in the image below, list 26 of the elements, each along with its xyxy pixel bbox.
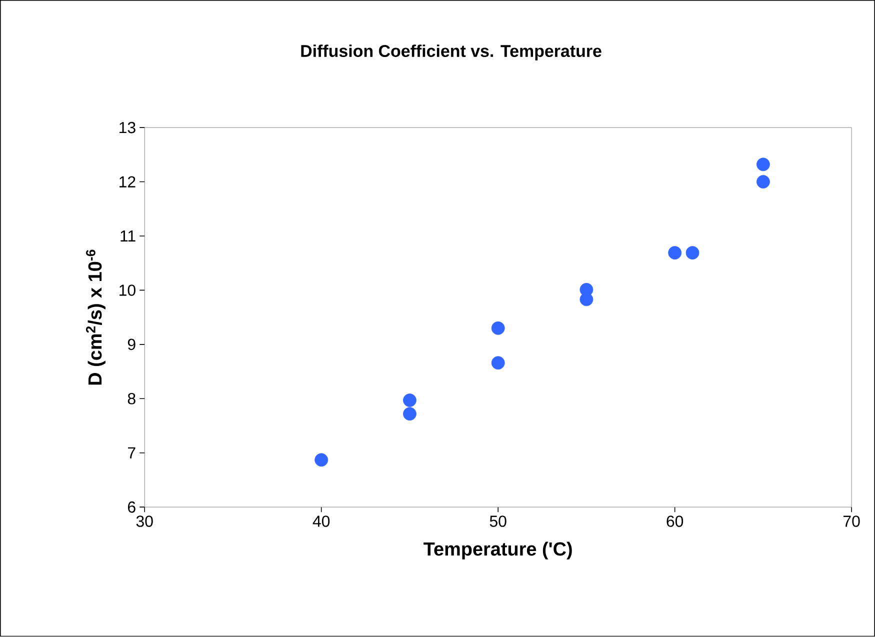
point bbox=[686, 246, 700, 260]
x-tick-label: 30 bbox=[136, 516, 153, 528]
y-tick-label: 6 bbox=[128, 502, 136, 513]
point bbox=[580, 292, 594, 306]
point bbox=[403, 394, 416, 408]
y-tick-label: 11 bbox=[120, 230, 136, 242]
x-tick-label: 70 bbox=[844, 516, 860, 528]
point bbox=[756, 175, 770, 189]
y-tick-label: 12 bbox=[120, 176, 136, 188]
y-tick-label: 10 bbox=[120, 284, 136, 296]
point bbox=[491, 356, 505, 370]
point bbox=[491, 322, 505, 336]
y-axis-title: D (cm$^{2}$/s) x 10$^{-6}$ bbox=[86, 250, 106, 385]
x-axis-title: Temperature ('C) bbox=[424, 542, 572, 560]
point bbox=[314, 453, 328, 467]
x-tick-label: 40 bbox=[312, 516, 330, 528]
y-tick-label: 9 bbox=[128, 338, 136, 350]
point bbox=[403, 407, 416, 421]
y-tick-label: 13 bbox=[120, 122, 136, 134]
point bbox=[756, 158, 770, 172]
y-tick-label: 7 bbox=[128, 448, 136, 459]
chart-title: Diffusion Coefficient vs. Temperature bbox=[301, 44, 602, 61]
point bbox=[668, 246, 682, 260]
x-tick-label: 50 bbox=[490, 516, 506, 528]
y-tick-label: 8 bbox=[128, 393, 136, 404]
x-tick-label: 60 bbox=[666, 516, 684, 528]
